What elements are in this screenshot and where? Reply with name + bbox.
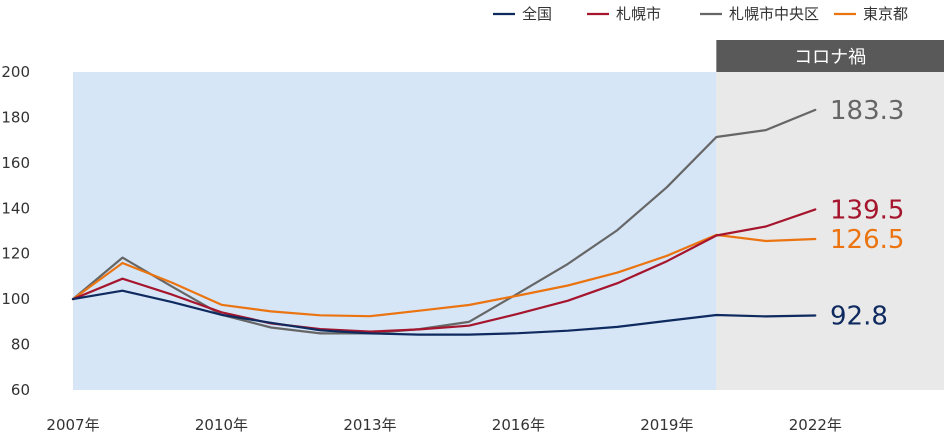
series-lines <box>71 108 817 336</box>
y-axis: 60 80 100 120 140 160 180 200 <box>1 63 30 399</box>
y-tick-label: 80 <box>11 336 30 354</box>
covid-band-label: コロナ禍 <box>794 47 866 68</box>
covid-shaded-area <box>716 72 944 390</box>
y-tick-label: 160 <box>1 154 30 172</box>
x-axis: 2007年 2010年 2013年 2016年 2019年 2022年 <box>46 416 842 434</box>
x-tick-label: 2010年 <box>195 416 248 434</box>
end-value-labels: 92.8 139.5 183.3 126.5 <box>830 96 904 332</box>
y-tick-label: 180 <box>1 108 30 126</box>
end-value-label: 126.5 <box>830 225 904 255</box>
covid-band-header <box>716 40 944 72</box>
y-tick-label: 120 <box>1 245 30 263</box>
legend-label: 札幌市中央区 <box>729 5 819 23</box>
series-line-2 <box>71 208 817 333</box>
end-value-label: 139.5 <box>830 195 904 225</box>
x-tick-label: 2016年 <box>492 416 545 434</box>
series-line-4 <box>71 233 817 318</box>
series-line-3 <box>71 108 817 335</box>
legend-label: 全国 <box>522 5 552 23</box>
x-tick-label: 2007年 <box>46 416 99 434</box>
y-tick-label: 100 <box>1 290 30 308</box>
series-line-1 <box>71 289 817 336</box>
legend-label: 東京都 <box>863 5 908 23</box>
end-value-label: 92.8 <box>830 301 888 331</box>
pre-covid-shaded-area <box>73 72 717 390</box>
legend-label: 札幌市 <box>616 5 661 23</box>
x-tick-label: 2019年 <box>640 416 693 434</box>
x-tick-label: 2013年 <box>343 416 396 434</box>
x-tick-label: 2022年 <box>789 416 842 434</box>
end-value-label: 183.3 <box>830 96 904 126</box>
y-tick-label: 60 <box>11 381 30 399</box>
legend: 全国 札幌市 札幌市中央区 東京都 <box>493 5 908 23</box>
y-tick-label: 200 <box>1 63 30 81</box>
y-tick-label: 140 <box>1 199 30 217</box>
